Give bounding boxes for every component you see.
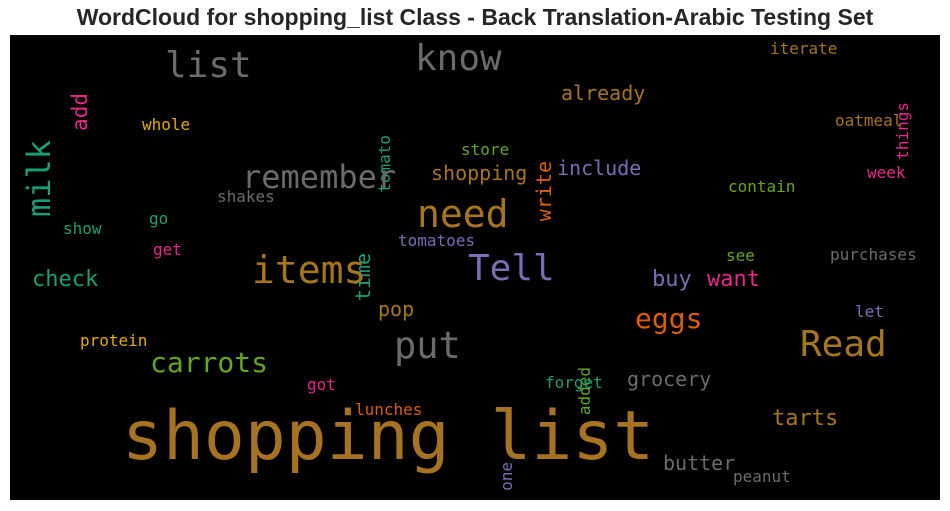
word-see: see (726, 246, 755, 265)
word-grocery: grocery (627, 367, 712, 391)
word-week: week (867, 163, 906, 182)
word-eggs: eggs (635, 302, 703, 335)
word-cloud-panel: shopping list know list milk add iterate thing… (10, 35, 940, 500)
word-check: check (32, 267, 99, 292)
word-store: store (461, 140, 510, 159)
word-butter: butter (663, 451, 736, 475)
word-purchases: purchases (830, 245, 917, 264)
word-oatmeal: oatmeal (835, 111, 903, 130)
word-let: let (855, 302, 884, 321)
word-remember: remember (242, 158, 397, 196)
word-shakes: shakes (217, 187, 275, 206)
word-want: want (707, 267, 760, 292)
word-one: one (497, 462, 516, 491)
word-put: put (394, 324, 461, 367)
word-tell: Tell (468, 248, 555, 289)
word-get: get (153, 240, 182, 259)
word-know: know (415, 38, 502, 79)
word-list: list (165, 45, 252, 86)
word-shopping: shopping (431, 161, 528, 185)
word-read: Read (800, 324, 887, 365)
word-go: go (149, 209, 169, 228)
word-whole: whole (142, 115, 191, 134)
word-already: already (561, 81, 646, 105)
word-carrots: carrots (150, 346, 269, 379)
word-need: need (417, 192, 509, 236)
word-milk: milk (20, 140, 58, 218)
chart-title: WordCloud for shopping_list Class - Back… (76, 4, 874, 30)
word-shopping-list: shopping list (122, 397, 655, 476)
word-lunches: lunches (355, 400, 423, 419)
word-tomatoes: tomatoes (398, 231, 476, 250)
word-protein: protein (80, 331, 148, 350)
word-pop: pop (378, 297, 415, 321)
word-items: items (252, 248, 367, 292)
word-peanut: peanut (733, 467, 791, 486)
word-buy: buy (652, 267, 692, 292)
word-tarts: tarts (772, 406, 839, 431)
word-add: add (68, 93, 92, 131)
word-forget: forget (545, 373, 603, 392)
word-contain: contain (728, 177, 796, 196)
word-got: got (307, 375, 336, 394)
word-show: show (63, 219, 102, 238)
word-write: write (532, 161, 556, 222)
word-iterate: iterate (770, 39, 838, 58)
word-include: include (557, 156, 642, 180)
